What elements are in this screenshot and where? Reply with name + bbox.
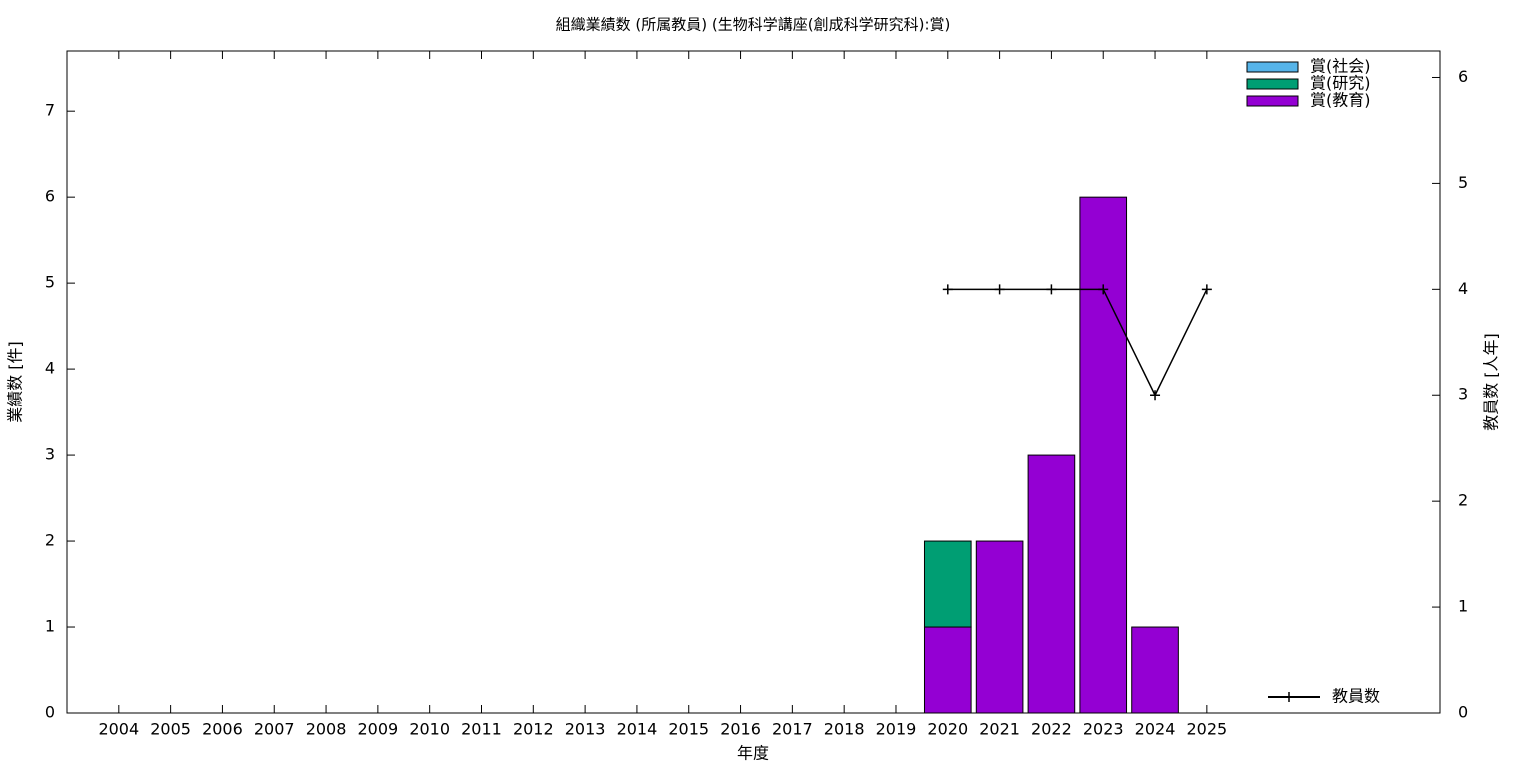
x-tick-label: 2025 (1186, 720, 1227, 739)
point-marker (994, 284, 1005, 295)
y2-tick-label: 1 (1458, 597, 1468, 616)
y2-axis-label: 教員数 [人年] (1482, 333, 1501, 431)
legend-label: 賞(社会) (1310, 57, 1371, 76)
x-tick-label: 2020 (927, 720, 968, 739)
y-tick-label: 7 (45, 101, 55, 120)
x-tick-label: 2007 (254, 720, 295, 739)
x-tick-label: 2021 (979, 720, 1020, 739)
x-tick-label: 2009 (358, 720, 399, 739)
point-marker (942, 284, 953, 295)
legend-label: 賞(研究) (1310, 74, 1371, 93)
legend-key (1246, 95, 1299, 107)
y2-tick-label: 5 (1458, 173, 1468, 192)
x-tick-label: 2010 (409, 720, 450, 739)
x-tick-label: 2017 (772, 720, 813, 739)
legend-key (1246, 61, 1299, 73)
y-tick-label: 0 (45, 703, 55, 722)
x-tick-label: 2014 (617, 720, 658, 739)
x-tick-label: 2018 (824, 720, 865, 739)
x-tick-label: 2008 (306, 720, 347, 739)
y-axis-label: 業績数 [件] (6, 341, 25, 423)
y-tick-label: 4 (45, 359, 55, 378)
point-marker (1046, 284, 1057, 295)
point-marker (1098, 284, 1109, 295)
chart-title: 組織業績数 (所属教員) (生物科学講座(創成科学研究科):賞) (556, 16, 951, 34)
x-axis-label: 年度 (737, 744, 769, 763)
y2-tick-label: 4 (1458, 279, 1468, 298)
x-tick-label: 2005 (150, 720, 191, 739)
x-tick-label: 2004 (98, 720, 139, 739)
x-tick-label: 2013 (565, 720, 606, 739)
bar (1131, 626, 1179, 714)
y2-tick-label: 2 (1458, 491, 1468, 510)
y2-tick-label: 3 (1458, 385, 1468, 404)
y2-tick-label: 0 (1458, 703, 1468, 722)
y-tick-label: 1 (45, 617, 55, 636)
legend-label: 教員数 (1332, 687, 1380, 706)
x-tick-label: 2012 (513, 720, 554, 739)
x-tick-label: 2015 (668, 720, 709, 739)
x-tick-label: 2006 (202, 720, 243, 739)
point-marker (1150, 390, 1161, 401)
bar (1027, 454, 1076, 714)
y-tick-label: 3 (45, 445, 55, 464)
x-tick-label: 2022 (1031, 720, 1072, 739)
x-tick-label: 2011 (461, 720, 502, 739)
point-marker (1201, 284, 1212, 295)
y2-tick-label: 6 (1458, 67, 1468, 86)
bar (975, 540, 1024, 714)
y-tick-label: 5 (45, 273, 55, 292)
plot-frame (66, 50, 1441, 714)
x-tick-label: 2023 (1083, 720, 1124, 739)
bar (923, 540, 972, 628)
y-tick-label: 2 (45, 531, 55, 550)
y-tick-label: 6 (45, 187, 55, 206)
bar (1079, 196, 1128, 714)
legend-key (1246, 78, 1299, 90)
bar (923, 626, 972, 714)
legend-label: 賞(教育) (1310, 91, 1371, 110)
line (947, 288, 1208, 397)
x-tick-label: 2019 (876, 720, 917, 739)
x-tick-label: 2024 (1135, 720, 1176, 739)
x-tick-label: 2016 (720, 720, 761, 739)
